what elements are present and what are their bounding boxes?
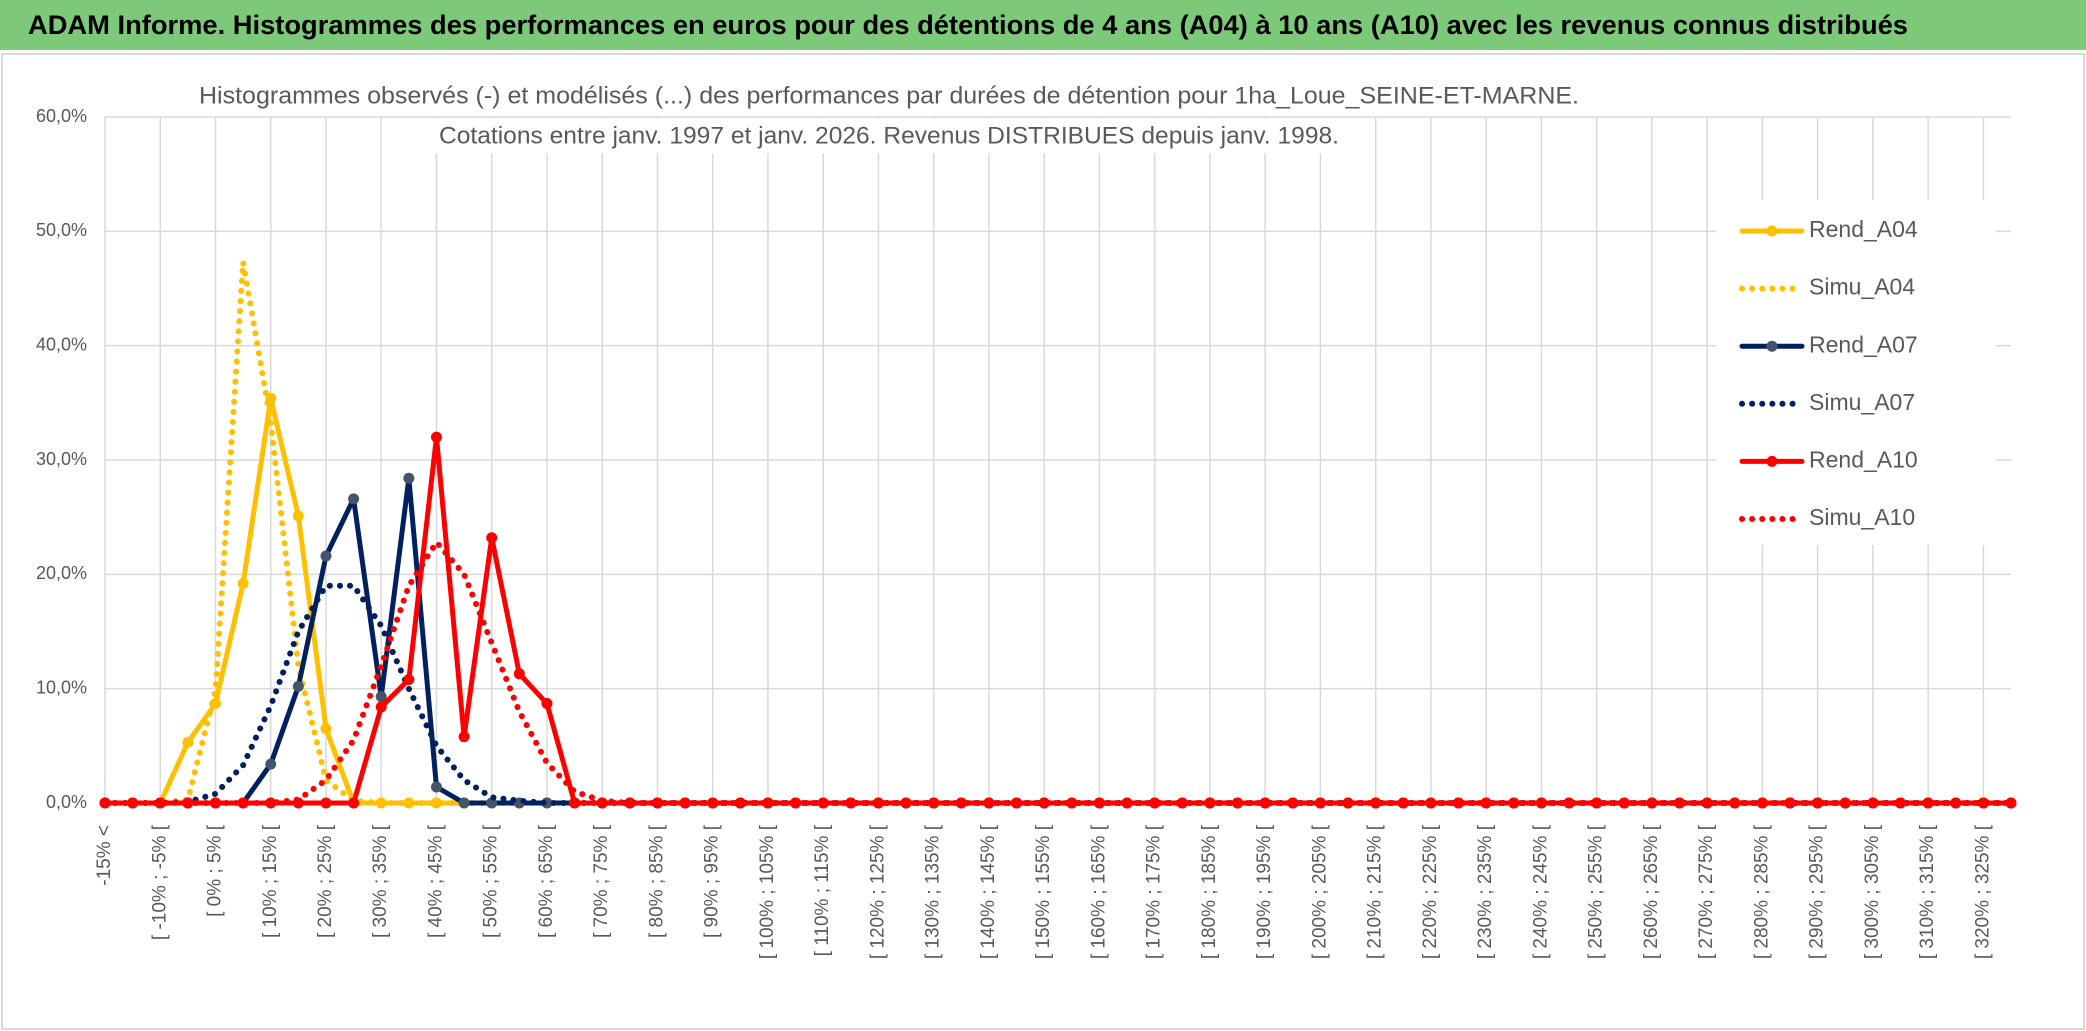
point-marker <box>265 758 277 770</box>
x-tick-label: [ 60% ; 65% [ <box>536 824 557 938</box>
point-marker <box>762 797 774 809</box>
point-marker <box>513 668 525 680</box>
point-marker <box>320 797 332 809</box>
point-marker <box>569 797 581 809</box>
x-tick-label: [ 310% ; 315% [ <box>1917 824 1938 959</box>
x-tick-label: [ 210% ; 215% [ <box>1365 824 1386 959</box>
point-marker <box>403 674 415 686</box>
labels: 0,0% 10,0% 20,0% 30,0% 40,0% 50,0% 60,0% -15% <… <box>36 78 1996 959</box>
point-marker <box>1591 797 1603 809</box>
point-marker <box>403 472 415 484</box>
x-tick-label: [ 90% ; 95% [ <box>702 824 723 938</box>
point-marker <box>651 797 663 809</box>
y-tick-label: 40,0% <box>36 334 87 354</box>
x-tick-label: [ 220% ; 225% [ <box>1420 824 1441 959</box>
x-tick-label: [ 0% ; 5% [ <box>205 824 226 917</box>
x-tick-label: [ 320% ; 325% [ <box>1972 824 1993 959</box>
point-marker <box>348 797 360 809</box>
x-tick-label: [ 300% ; 305% [ <box>1862 824 1883 959</box>
point-marker <box>458 731 470 743</box>
legend-marker <box>1766 455 1778 467</box>
point-marker <box>1176 797 1188 809</box>
x-tick-label: [ 140% ; 145% [ <box>978 824 999 959</box>
legend-label: Simu_A07 <box>1809 389 1915 415</box>
legend-marker <box>1766 225 1778 237</box>
x-tick-label: [ 250% ; 255% [ <box>1586 824 1607 959</box>
plot <box>99 259 2017 809</box>
x-tick-label: [ 290% ; 295% [ <box>1807 824 1828 959</box>
x-tick-label: [ 150% ; 155% [ <box>1033 824 1054 959</box>
point-marker <box>541 698 553 710</box>
point-marker <box>375 691 387 703</box>
x-tick-label: [ 30% ; 35% [ <box>370 824 391 938</box>
point-marker <box>430 781 442 793</box>
point-marker <box>458 797 470 809</box>
title-backing <box>431 118 1347 154</box>
legend-label: Rend_A07 <box>1809 331 1918 357</box>
point-marker <box>348 493 360 505</box>
x-tick-label: [ 70% ; 75% [ <box>591 824 612 938</box>
x-tick-label: [ 200% ; 205% [ <box>1309 824 1330 959</box>
y-tick-label: 30,0% <box>36 449 87 469</box>
legend-box <box>1716 200 1996 545</box>
x-tick-label: [ 170% ; 175% [ <box>1144 824 1165 959</box>
point-marker <box>320 723 332 735</box>
x-tick-label: [ 180% ; 185% [ <box>1199 824 1220 959</box>
x-tick-label: [ 120% ; 125% [ <box>867 824 888 959</box>
header-title: ADAM Informe. Histogrammes des performan… <box>28 10 1908 40</box>
x-tick-label: [ 230% ; 235% [ <box>1475 824 1496 959</box>
legend-label: Rend_A10 <box>1809 446 1918 472</box>
point-marker <box>1701 797 1713 809</box>
chart-subtitle: Cotations entre janv. 1997 et janv. 2026… <box>439 122 1339 149</box>
chart-title: Histogrammes observés (-) et modélisés (… <box>199 82 1579 109</box>
x-tick-label: [ 240% ; 245% [ <box>1530 824 1551 959</box>
x-tick-label: [ 80% ; 85% [ <box>646 824 667 938</box>
x-tick-label: [ 130% ; 135% [ <box>923 824 944 959</box>
y-tick-label: 10,0% <box>36 677 87 697</box>
point-marker <box>320 550 332 562</box>
legend-label: Simu_A10 <box>1809 504 1915 530</box>
y-tick-label: 20,0% <box>36 563 87 583</box>
x-tick-label: [ -10% ; -5% [ <box>149 824 170 940</box>
title-backing <box>191 78 1587 114</box>
point-marker <box>292 680 304 692</box>
y-tick-label: 60,0% <box>36 106 87 126</box>
x-tick-label: [ 40% ; 45% [ <box>425 824 446 938</box>
x-tick-label: [ 10% ; 15% [ <box>260 824 281 938</box>
point-marker <box>486 532 498 544</box>
x-tick-label: [ 280% ; 285% [ <box>1751 824 1772 959</box>
legend-label: Simu_A04 <box>1809 274 1915 300</box>
legend-marker <box>1766 340 1778 352</box>
point-marker <box>1066 797 1078 809</box>
point-marker <box>292 510 304 522</box>
point-marker <box>237 577 249 589</box>
legend-label: Rend_A04 <box>1809 216 1918 242</box>
header-banner <box>0 0 2086 50</box>
point-marker <box>430 797 442 809</box>
x-tick-label: [ 160% ; 165% [ <box>1088 824 1109 959</box>
x-tick-label: [ 50% ; 55% [ <box>481 824 502 938</box>
x-tick-label: [ 190% ; 195% [ <box>1254 824 1275 959</box>
series-line <box>102 539 2014 806</box>
x-tick-label: -15% < <box>94 825 115 886</box>
point-marker <box>1397 797 1409 809</box>
y-tick-label: 50,0% <box>36 220 87 240</box>
point-marker <box>154 797 166 809</box>
point-marker <box>1812 797 1824 809</box>
point-marker <box>872 797 884 809</box>
point-marker <box>265 797 277 809</box>
x-tick-label: [ 100% ; 105% [ <box>757 824 778 959</box>
x-tick-label: [ 270% ; 275% [ <box>1696 824 1717 959</box>
chart-frame <box>1 53 2085 1030</box>
point-marker <box>1287 797 1299 809</box>
point-marker <box>430 431 442 443</box>
y-tick-label: 0,0% <box>46 792 87 812</box>
x-tick-label: [ 260% ; 265% [ <box>1641 824 1662 959</box>
point-marker <box>375 701 387 713</box>
point-marker <box>2005 797 2017 809</box>
x-tick-label: [ 110% ; 115% [ <box>812 824 833 956</box>
point-marker <box>182 736 194 748</box>
x-tick-label: [ 20% ; 25% [ <box>315 824 336 938</box>
